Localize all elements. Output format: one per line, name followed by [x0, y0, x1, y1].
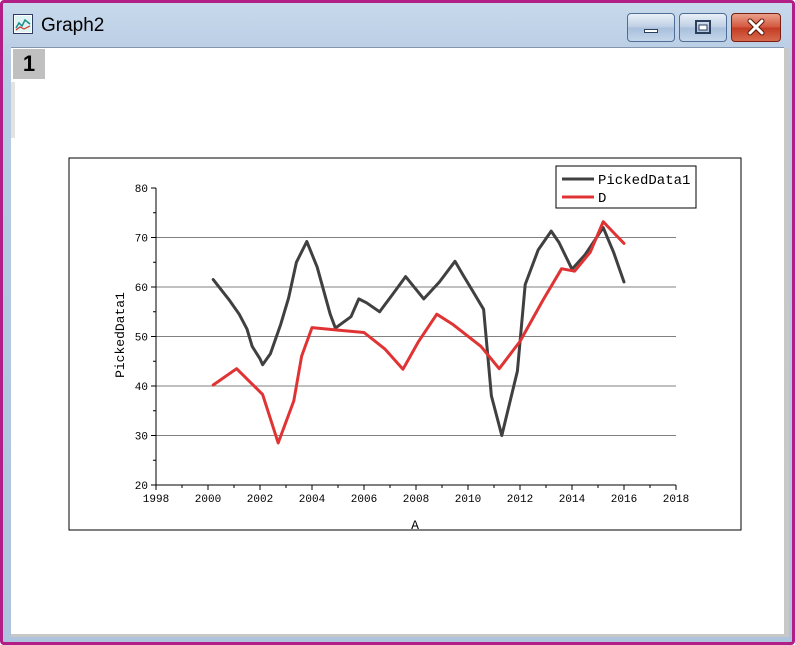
minimize-button[interactable] — [627, 13, 675, 42]
series-lines[interactable] — [211, 220, 626, 445]
y-tick-label-40: 40 — [135, 382, 148, 394]
x-axis-title[interactable]: A — [411, 518, 419, 533]
x-tick-label-2006: 2006 — [351, 494, 377, 506]
close-button[interactable] — [731, 13, 781, 42]
x-tick-label-2018: 2018 — [663, 494, 689, 506]
line-chart[interactable]: 1998 2000 2002 2004 2006 2008 2010 2012 2014 2016… — [11, 48, 784, 634]
series-line-2[interactable] — [211, 220, 626, 445]
x-tick-label-2014: 2014 — [559, 494, 586, 506]
legend[interactable]: PickedData1 D — [555, 165, 697, 209]
legend-label-1: PickedData1 — [598, 173, 690, 189]
y-tick-label-20: 20 — [135, 481, 148, 493]
x-tick-label-2012: 2012 — [507, 494, 533, 506]
layer-badge[interactable]: 1 — [13, 49, 45, 79]
y-tick-label-70: 70 — [135, 234, 148, 246]
series-line-1[interactable] — [211, 226, 626, 437]
layer-strip — [11, 82, 15, 138]
y-tick-label-50: 50 — [135, 333, 148, 345]
page-shadow-bottom — [11, 634, 784, 637]
x-tick-label-1998: 1998 — [143, 494, 169, 506]
y-axis-title[interactable]: PickedData1 — [113, 292, 128, 378]
x-tick-label-2010: 2010 — [455, 494, 481, 506]
close-icon — [747, 18, 765, 36]
window-title: Graph2 — [41, 15, 105, 36]
x-tick-label-2002: 2002 — [247, 494, 273, 506]
grid-lines — [156, 237, 676, 436]
legend-label-2: D — [598, 191, 606, 207]
maximize-icon — [695, 20, 711, 34]
x-tick-label-2000: 2000 — [195, 494, 221, 506]
y-tick-label-60: 60 — [135, 283, 148, 295]
x-tick-label-2016: 2016 — [611, 494, 637, 506]
x-tick-label-2008: 2008 — [403, 494, 429, 506]
title-bar[interactable]: Graph2 — [3, 3, 792, 47]
legend-box[interactable] — [555, 165, 697, 209]
page-shadow-right — [784, 48, 789, 637]
y-tick-label-80: 80 — [135, 184, 148, 196]
axes: 1998 2000 2002 2004 2006 2008 2010 2012 2014 2016… — [135, 184, 689, 506]
layer-frame[interactable] — [68, 157, 742, 531]
graph-page[interactable]: 1 1998 2000 2002 2004 2006 2008 2010 2012 2014 20… — [11, 47, 789, 637]
y-tick-label-30: 30 — [135, 432, 148, 444]
maximize-button[interactable] — [679, 13, 727, 42]
graph-window-icon[interactable] — [13, 14, 33, 34]
x-tick-label-2004: 2004 — [299, 494, 326, 506]
